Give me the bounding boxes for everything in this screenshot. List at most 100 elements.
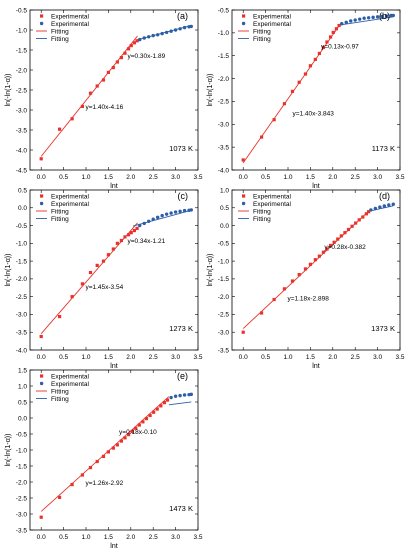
data-point — [340, 22, 344, 26]
data-point — [308, 262, 312, 266]
legend-label: Fitting — [253, 216, 271, 223]
x-tick-label: 0.5 — [261, 354, 270, 361]
y-tick-label: -1.0 — [218, 30, 230, 37]
data-point — [119, 238, 123, 243]
data-point — [272, 118, 276, 122]
data-point — [182, 25, 187, 30]
y-tick-label: -1.0 — [218, 258, 230, 265]
data-point — [135, 39, 139, 43]
legend-label: Experimental — [51, 13, 89, 20]
data-point — [148, 413, 152, 418]
legend-marker — [40, 14, 44, 18]
x-tick-label: 1.5 — [104, 534, 113, 541]
x-tick-label: 3.5 — [193, 354, 202, 361]
legend-label: Experimental — [253, 201, 291, 208]
data-point — [343, 231, 347, 235]
x-tick-label: 2.5 — [149, 534, 158, 541]
data-point — [115, 241, 119, 245]
temperature-label: 1073 K — [169, 144, 193, 153]
data-point — [321, 45, 325, 50]
y-tick-label: -1.5 — [218, 53, 230, 60]
y-tick-label: -2.5 — [218, 99, 230, 106]
data-point — [371, 15, 375, 20]
plot-frame — [29, 189, 199, 351]
temperature-label: 1373 K — [371, 324, 395, 333]
data-point — [88, 466, 93, 470]
x-tick-label: 3.0 — [373, 174, 382, 181]
y-tick-label: -4.0 — [16, 147, 28, 154]
data-point — [380, 14, 384, 19]
data-point — [337, 23, 341, 28]
data-point — [142, 36, 146, 40]
x-tick-label: 1.0 — [283, 354, 292, 361]
data-point — [135, 226, 139, 230]
legend-label: Experimental — [253, 193, 291, 200]
data-point — [321, 250, 325, 254]
x-tick-label: 1.0 — [81, 534, 90, 541]
data-point — [332, 240, 336, 244]
panel-label: (b) — [379, 11, 390, 21]
data-point — [317, 51, 321, 56]
legend-label: Experimental — [253, 21, 291, 28]
data-point — [349, 19, 353, 23]
data-point — [155, 33, 160, 37]
x-tick-label: 1.5 — [104, 354, 113, 361]
x-tick-label: 0.0 — [239, 354, 248, 361]
data-point — [70, 482, 74, 487]
data-point — [366, 16, 371, 20]
data-point — [290, 279, 295, 283]
data-point — [169, 211, 173, 215]
y-tick-label: -3.5 — [16, 127, 28, 134]
y-axis-label: ln(-ln(1-α)) — [5, 254, 12, 287]
y-tick-label: -1.0 — [16, 241, 28, 248]
y-axis-label: ln(-ln(1-α)) — [5, 434, 12, 467]
y-tick-label: -3.5 — [16, 330, 28, 337]
data-point — [290, 89, 295, 93]
data-point — [138, 37, 142, 42]
y-tick-label: -2.0 — [218, 76, 230, 83]
legend-label: Experimental — [51, 373, 89, 380]
data-point — [339, 234, 343, 238]
x-tick-label: 1.5 — [306, 174, 315, 181]
data-point — [111, 66, 115, 70]
data-point — [88, 270, 93, 275]
x-tick-label: 3.0 — [171, 354, 180, 361]
data-point — [178, 27, 182, 31]
y-tick-label: -3.0 — [218, 122, 230, 129]
data-point — [182, 393, 187, 397]
data-point — [325, 247, 329, 251]
data-point — [391, 202, 395, 206]
x-tick-label: 1.0 — [283, 174, 292, 181]
data-point — [328, 35, 333, 39]
data-point — [357, 218, 361, 222]
fit-equation: y=1.40x-4.16 — [85, 104, 123, 111]
x-tick-label: 0.5 — [59, 354, 68, 361]
legend-marker — [39, 201, 44, 206]
y-tick-label: -2.5 — [16, 294, 28, 301]
data-point — [155, 215, 160, 220]
data-point — [151, 217, 155, 221]
data-point — [147, 219, 151, 223]
legend-marker — [242, 194, 246, 198]
y-tick-label: -2.5 — [16, 87, 28, 94]
y-axis-label: ln(-ln(1-α)) — [207, 254, 214, 287]
data-point — [325, 40, 329, 44]
data-point — [259, 135, 264, 139]
data-point — [123, 235, 127, 239]
data-point — [39, 334, 43, 339]
fitting-line — [40, 35, 138, 157]
legend-label: Fitting — [51, 388, 69, 395]
data-point — [353, 18, 357, 22]
data-point — [101, 259, 106, 263]
data-point — [95, 263, 99, 267]
x-axis-label: lnt — [110, 183, 117, 190]
chart-panel-3: 0.0 0.5 1.0 1.5 2.0 2.5 3.0 3.5 -4.0 -3.5 -3.0 -2.5… — [5, 187, 203, 370]
y-tick-label: 1.0 — [18, 383, 27, 390]
y-tick-label: -0.5 — [16, 223, 28, 230]
data-point — [126, 233, 131, 237]
x-tick-label: 3.5 — [395, 354, 404, 361]
plot-frame — [231, 9, 401, 171]
legend-label: Fitting — [51, 208, 69, 215]
y-tick-label: 0.0 — [220, 223, 229, 230]
